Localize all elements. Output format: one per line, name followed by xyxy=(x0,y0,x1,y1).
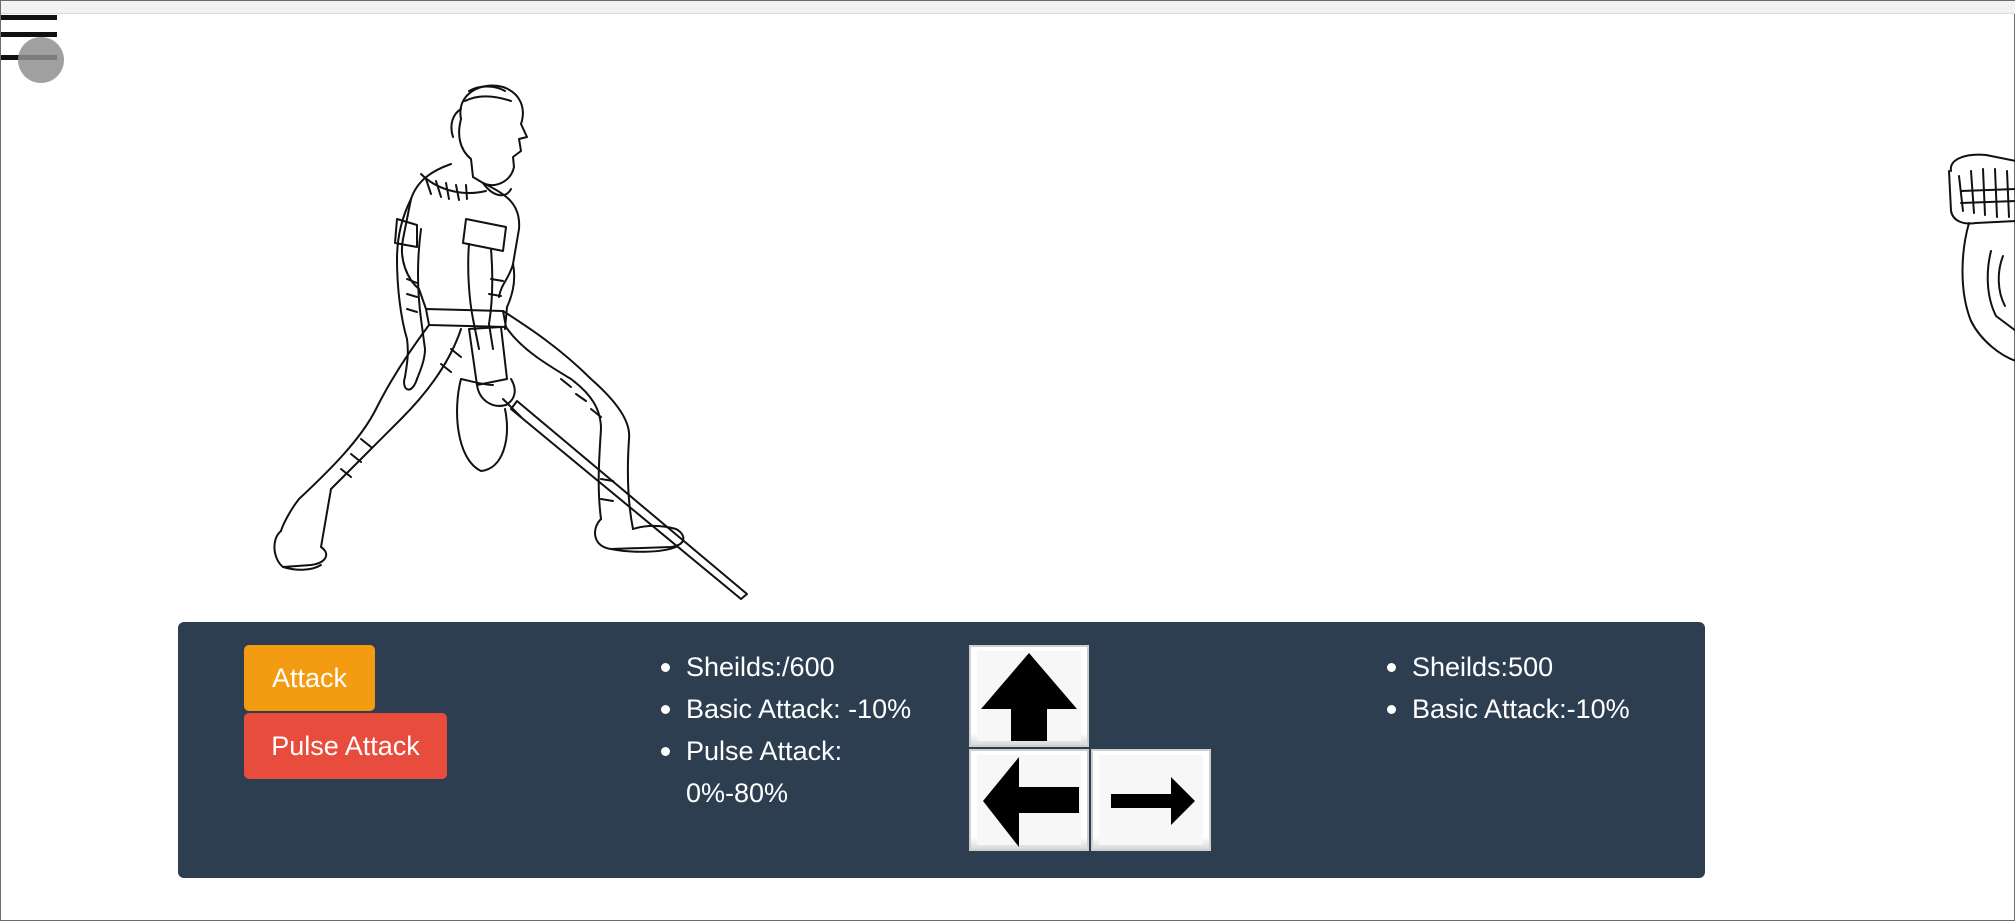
player-stats-list: Sheilds:/600 Basic Attack: -10% Pulse At… xyxy=(658,646,918,814)
enemy-sprite xyxy=(1948,153,2015,362)
move-left-button[interactable] xyxy=(969,749,1089,851)
enemy-shields-stat: Sheilds:500 xyxy=(1384,646,1684,688)
enemy-stats-list: Sheilds:500 Basic Attack:-10% xyxy=(1384,646,1684,730)
player-warrior-sprite xyxy=(273,84,748,600)
arrow-left-icon xyxy=(983,757,1079,847)
control-panel: Attack Pulse Attack Sheilds:/600 Basic A… xyxy=(178,622,1705,878)
attack-button[interactable]: Attack xyxy=(244,645,375,711)
arrow-right-icon xyxy=(1111,777,1195,825)
pulse-attack-button[interactable]: Pulse Attack xyxy=(244,713,447,779)
move-up-button[interactable] xyxy=(969,645,1089,747)
player-basic-attack-stat: Basic Attack: -10% xyxy=(658,688,918,730)
pulse-attack-label: Pulse Attack: xyxy=(686,736,843,766)
top-bar xyxy=(1,1,2015,14)
player-shields-stat: Sheilds:/600 xyxy=(658,646,918,688)
menu-bar xyxy=(1,32,57,37)
enemy-basic-attack-stat: Basic Attack:-10% xyxy=(1384,688,1684,730)
move-right-button[interactable] xyxy=(1091,749,1211,851)
menu-bar xyxy=(1,15,57,20)
cursor-dot xyxy=(18,37,64,83)
pulse-attack-range: 0%-80% xyxy=(686,778,789,808)
player-pulse-attack-stat: Pulse Attack: 0%-80% xyxy=(658,730,918,814)
arrow-up-icon xyxy=(981,653,1077,741)
